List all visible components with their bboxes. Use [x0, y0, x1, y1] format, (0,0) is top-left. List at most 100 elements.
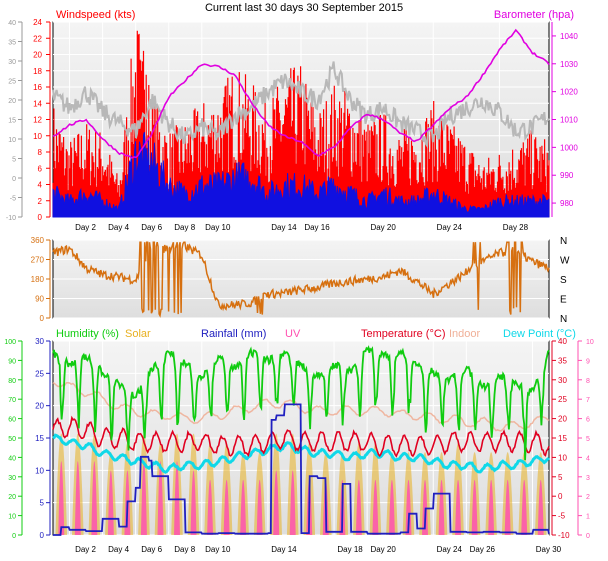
- barometer-tick-label: 1020: [560, 88, 578, 97]
- humidity-tick-label: 100: [4, 339, 16, 346]
- temp-tick-label: 15: [558, 434, 567, 443]
- temp-tick-label: 0: [558, 492, 563, 501]
- wind-far-left-tick-label: 25: [8, 79, 16, 86]
- temp-x-tick-label: Day 2: [75, 545, 96, 554]
- barometer-tick-label: 1040: [560, 32, 578, 41]
- compass-label: N: [560, 314, 567, 325]
- indoor-legend: Indoor: [449, 328, 481, 340]
- uv-mark: [471, 479, 478, 535]
- uv-mark: [240, 479, 247, 535]
- direction-tick-label: 180: [31, 275, 45, 284]
- uv-mark: [140, 461, 147, 535]
- wind-far-left-tick-label: 35: [8, 40, 16, 47]
- wind-left-tick-label: 4: [38, 181, 43, 190]
- wind-left-tick-label: 6: [38, 164, 43, 173]
- humidity-tick-label: 50: [8, 436, 16, 443]
- temp-tick-label: 5: [558, 473, 563, 482]
- temp-tick-label: 30: [558, 376, 567, 385]
- wind-x-tick-label: Day 14: [271, 223, 297, 232]
- uv-tick-label: 1: [586, 514, 590, 521]
- rain-tick-label: 10: [35, 466, 44, 475]
- wind-x-tick-label: Day 24: [437, 223, 463, 232]
- wind-x-tick-label: Day 8: [174, 223, 195, 232]
- barometer-legend: Barometer (hpa): [494, 9, 574, 21]
- humidity-tick-label: 90: [8, 358, 16, 365]
- temp-tick-label: -10: [558, 531, 570, 540]
- chart-title: Current last 30 days 30 September 2015: [205, 2, 403, 14]
- uv-legend: UV: [285, 328, 301, 340]
- temp-x-tick-label: Day 26: [470, 545, 496, 554]
- wind-left-tick-label: 10: [33, 132, 42, 141]
- temp-tick-label: 25: [558, 395, 567, 404]
- wind-left-tick-label: 0: [38, 213, 43, 222]
- barometer-tick-label: 1010: [560, 116, 578, 125]
- uv-tick-label: 9: [586, 358, 590, 365]
- uv-tick-label: 10: [586, 339, 594, 346]
- humidity-series: [52, 345, 550, 461]
- temp-x-tick-label: Day 18: [337, 545, 363, 554]
- uv-mark: [223, 479, 230, 535]
- rain-tick-label: 15: [35, 434, 44, 443]
- wind-left-tick-label: 20: [33, 51, 42, 60]
- wind-direction-series: [52, 241, 550, 318]
- uv-mark: [388, 479, 395, 535]
- rain-tick-label: 30: [35, 337, 44, 346]
- uv-tick-label: 4: [586, 455, 590, 462]
- humidity-tick-label: 30: [8, 475, 16, 482]
- wind-far-left-tick-label: 5: [12, 157, 16, 164]
- humidity-tick-label: 0: [12, 533, 16, 540]
- uv-tick-label: 6: [586, 417, 590, 424]
- uv-mark: [488, 479, 495, 535]
- temp-tick-label: 35: [558, 356, 567, 365]
- wind-left-tick-label: 12: [33, 116, 42, 125]
- rainfall-legend: Rainfall (mm): [201, 328, 266, 340]
- humidity-tick-label: 70: [8, 397, 16, 404]
- wind-left-tick-label: 8: [38, 148, 43, 157]
- windspeed-legend: Windspeed (kts): [56, 9, 135, 21]
- wind-far-left-tick-label: 0: [12, 176, 16, 183]
- uv-mark: [422, 479, 428, 535]
- temp-tick-label: 20: [558, 415, 567, 424]
- uv-tick-label: 2: [586, 494, 590, 501]
- compass-label: S: [560, 275, 567, 286]
- temp-x-tick-label: Day 6: [141, 545, 162, 554]
- wind-x-tick-label: Day 6: [141, 223, 162, 232]
- uv-mark: [372, 479, 379, 535]
- humidity-tick-label: 10: [8, 514, 16, 521]
- temp-tick-label: 40: [558, 337, 567, 346]
- rain-tick-label: 0: [40, 531, 45, 540]
- barometer-tick-label: 1030: [560, 60, 578, 69]
- wind-left-tick-label: 2: [38, 197, 43, 206]
- uv-mark: [207, 479, 214, 535]
- wind-left-tick-label: 22: [33, 34, 42, 43]
- uv-tick-label: 5: [586, 436, 590, 443]
- uv-mark: [74, 461, 81, 535]
- compass-label: W: [560, 256, 570, 267]
- barometer-tick-label: 990: [560, 171, 574, 180]
- wind-left-tick-label: 16: [33, 83, 42, 92]
- humidity-tick-label: 40: [8, 455, 16, 462]
- temp-x-tick-label: Day 8: [174, 545, 195, 554]
- temp-x-tick-label: Day 4: [108, 545, 129, 554]
- uv-mark: [256, 479, 263, 535]
- humidity-tick-label: 80: [8, 378, 16, 385]
- wind-x-tick-label: Day 4: [108, 223, 129, 232]
- uv-tick-label: 8: [586, 378, 590, 385]
- wind-far-left-tick-label: 15: [8, 118, 16, 125]
- wind-x-tick-label: Day 20: [370, 223, 396, 232]
- temperature-legend: Temperature (°C): [361, 328, 445, 340]
- humidity-legend: Humidity (%): [56, 328, 119, 340]
- temp-tick-label: 10: [558, 453, 567, 462]
- wind-x-tick-label: Day 10: [205, 223, 231, 232]
- humidity-tick-label: 60: [8, 417, 16, 424]
- temp-x-tick-label: Day 10: [205, 545, 231, 554]
- uv-tick-label: 3: [586, 475, 590, 482]
- uv-mark: [455, 479, 462, 535]
- dewpoint-legend: Dew Point (°C): [503, 328, 576, 340]
- wind-far-left-tick-label: -10: [6, 215, 16, 222]
- uv-mark: [504, 479, 511, 535]
- solar-legend: Solar: [125, 328, 151, 340]
- barometer-series: [52, 28, 550, 159]
